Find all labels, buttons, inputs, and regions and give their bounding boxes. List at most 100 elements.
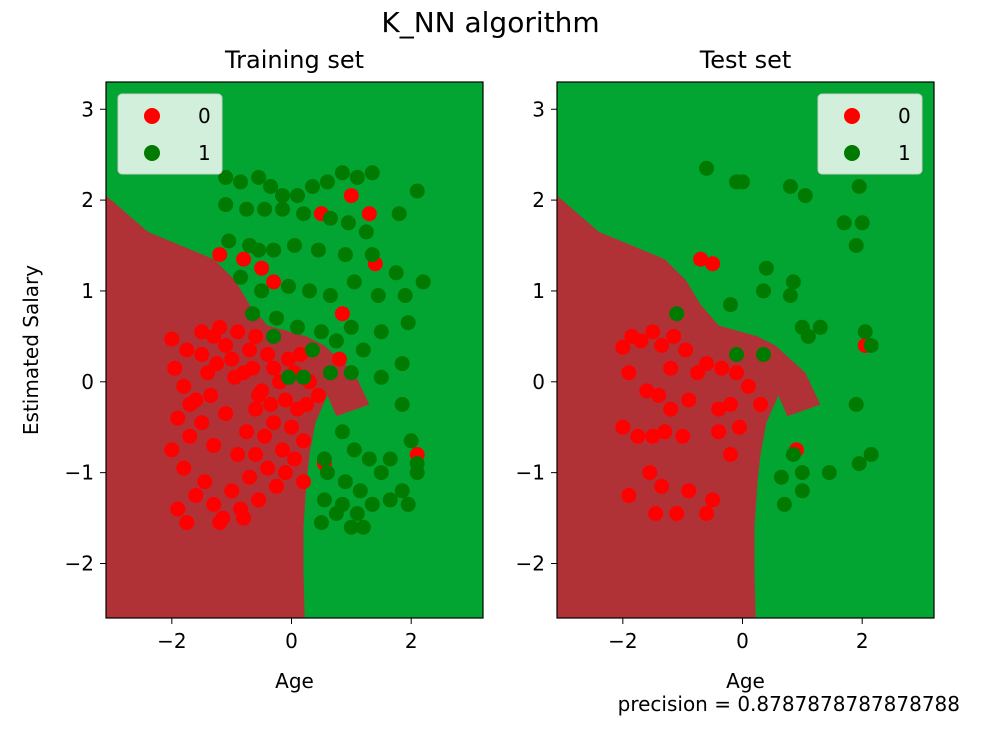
point-class-1 [373,369,389,385]
y-tick-label: −2 [516,551,545,575]
point-class-1 [266,242,282,258]
point-class-1 [863,447,879,462]
point-class-1 [776,496,792,512]
point-class-0 [639,383,655,399]
point-class-1 [334,424,350,440]
point-class-0 [621,487,637,503]
point-class-1 [310,242,326,258]
point-class-1 [848,397,864,412]
point-class-0 [251,387,267,403]
point-class-0 [266,274,282,290]
point-class-0 [666,328,682,344]
point-class-0 [275,442,290,458]
point-class-0 [343,188,359,204]
point-class-1 [851,456,867,472]
point-class-1 [349,506,365,521]
point-class-1 [364,165,380,181]
point-class-1 [812,319,828,335]
point-class-0 [654,478,670,494]
point-class-0 [266,360,282,376]
point-class-1 [409,183,425,199]
y-tick-label: 1 [81,279,94,303]
x-axis-label: Age [275,669,314,693]
point-class-0 [257,428,273,444]
point-class-1 [394,483,410,499]
point-class-1 [854,215,870,231]
point-class-1 [316,451,332,467]
point-class-0 [651,387,667,403]
point-class-0 [657,424,673,440]
point-class-1 [370,288,386,303]
point-class-1 [364,247,380,263]
point-class-1 [373,324,389,340]
point-class-0 [296,474,311,490]
legend-marker-class-0 [144,108,160,124]
point-class-0 [287,451,302,467]
point-class-0 [310,387,326,403]
point-class-0 [753,397,768,412]
point-class-1 [337,247,353,263]
y-tick-label: 2 [532,188,545,212]
point-class-1 [296,206,311,222]
point-class-1 [394,356,410,372]
point-class-1 [361,451,377,467]
point-class-0 [741,378,756,394]
legend-label: 0 [198,104,211,128]
point-class-1 [322,288,338,303]
point-class-1 [313,515,329,531]
x-tick-label: −2 [608,629,637,653]
x-tick-label: 2 [405,629,418,653]
point-class-0 [209,356,225,372]
point-class-0 [194,324,210,340]
point-class-0 [254,260,270,276]
point-class-0 [705,492,721,508]
point-class-1 [699,160,715,176]
point-class-0 [197,474,213,490]
point-class-1 [794,483,810,499]
point-class-1 [305,342,320,358]
point-class-1 [319,465,335,481]
point-class-1 [218,169,234,185]
point-class-1 [296,369,311,385]
x-tick-label: −2 [157,629,186,653]
y-tick-label: 3 [532,97,545,121]
point-class-0 [278,392,293,408]
legend-marker-class-0 [844,108,860,124]
point-class-1 [343,365,359,381]
point-class-0 [705,256,721,272]
y-tick-label: 0 [532,370,545,394]
point-class-1 [251,242,267,258]
point-class-1 [239,201,255,217]
point-class-1 [415,274,431,290]
point-class-1 [346,442,362,458]
point-class-0 [278,465,293,481]
point-class-0 [248,401,264,417]
point-class-0 [714,360,730,376]
point-class-1 [328,506,344,521]
point-class-1 [723,297,738,313]
point-class-0 [284,419,299,435]
point-class-0 [248,447,264,462]
point-class-1 [397,288,413,303]
point-class-0 [681,483,697,499]
point-class-1 [409,465,425,481]
point-class-0 [176,378,192,394]
point-class-1 [254,283,270,299]
point-class-0 [299,397,314,412]
legend-label: 1 [198,141,211,165]
subplot-title: Test set [699,46,792,74]
point-class-1 [319,174,335,190]
point-class-0 [293,347,308,362]
point-class-1 [773,469,789,485]
y-tick-label: 3 [81,97,94,121]
point-class-1 [756,347,771,362]
point-class-0 [239,424,255,440]
point-class-1 [221,233,237,249]
point-class-0 [699,356,715,372]
axes-frame [556,81,935,619]
y-tick-label: 0 [81,370,94,394]
point-class-0 [723,397,738,412]
point-class-0 [194,415,210,431]
point-class-0 [633,333,649,349]
point-class-0 [648,506,664,521]
